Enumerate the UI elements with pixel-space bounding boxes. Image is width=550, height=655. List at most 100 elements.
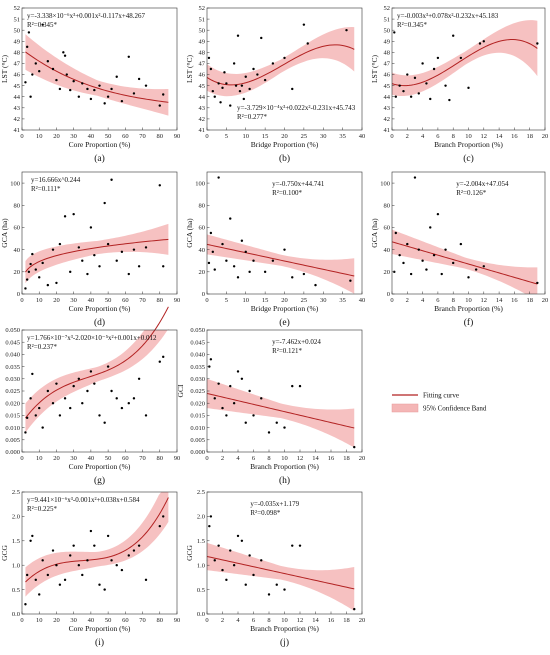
data-point — [62, 51, 65, 54]
x-tick-label: 20 — [53, 297, 60, 304]
r-squared-label: R²=0.345* — [27, 21, 57, 29]
data-point — [41, 426, 44, 429]
y-tick-label: 0 — [17, 291, 20, 298]
data-point — [29, 262, 32, 266]
data-point — [275, 421, 278, 424]
y-tick-label: 46 — [199, 72, 206, 79]
data-point — [63, 54, 67, 57]
y-tick-label: 0.010 — [190, 425, 205, 432]
data-point — [252, 67, 255, 71]
panel-g: 0 10 20 30 40 50 60 70 80 90 0.000 0.005 0.010 0.015 0… — [5, 306, 180, 486]
panel-label: (i) — [95, 637, 104, 648]
x-tick-label: 0 — [205, 297, 208, 304]
data-point — [81, 402, 84, 405]
data-point — [349, 279, 352, 282]
fitting-curve — [25, 51, 169, 103]
data-point — [106, 534, 110, 538]
data-point — [429, 97, 432, 101]
x-tick-label: 60 — [122, 133, 129, 140]
data-point — [72, 384, 75, 388]
data-point — [459, 56, 463, 60]
data-point — [467, 86, 470, 90]
data-point — [127, 402, 130, 405]
data-point — [58, 242, 62, 246]
data-point — [34, 268, 37, 271]
x-tick-label: 18 — [343, 455, 350, 462]
data-point — [103, 421, 106, 424]
data-point — [132, 92, 136, 95]
y-axis-label: GCA (ha) — [370, 218, 379, 248]
x-axis-label: Bridge Proportion (%) — [251, 304, 319, 313]
data-point — [77, 564, 81, 567]
data-point — [34, 62, 37, 65]
x-tick-label: 25 — [301, 297, 308, 304]
x-tick-label: 40 — [88, 133, 95, 140]
x-tick-label: 6 — [252, 617, 256, 624]
y-tick-label: 43 — [384, 105, 391, 112]
data-point — [213, 397, 216, 400]
data-point — [31, 252, 34, 256]
y-tick-label: 46 — [14, 72, 21, 79]
data-point — [120, 568, 124, 572]
data-point — [25, 45, 29, 49]
plot-frame — [21, 7, 178, 131]
x-tick-label: 80 — [157, 617, 164, 624]
data-point — [248, 87, 251, 91]
x-tick-label: 10 — [465, 133, 472, 140]
data-point — [46, 573, 50, 577]
data-point — [137, 544, 141, 547]
data-point — [127, 272, 130, 276]
panel-label: (g) — [94, 475, 105, 486]
x-tick-label: 10 — [281, 455, 288, 462]
data-point — [482, 265, 485, 268]
data-point — [144, 414, 148, 417]
data-point — [137, 377, 141, 380]
legend-band-label: 95% Confidence Band — [423, 405, 487, 413]
data-point — [86, 272, 89, 276]
x-tick-label: 2 — [221, 617, 224, 624]
data-point — [58, 583, 62, 586]
data-point — [536, 281, 539, 285]
x-tick-label: 0 — [205, 617, 208, 624]
data-point — [232, 564, 236, 567]
data-point — [65, 73, 68, 76]
r-squared-label: R²=0.237* — [27, 343, 57, 351]
fitting-curve — [25, 497, 169, 583]
y-tick-label: 49 — [384, 38, 391, 45]
x-tick-label: 50 — [105, 455, 112, 462]
confidence-band — [207, 27, 355, 97]
data-point — [229, 384, 232, 388]
y-tick-label: 44 — [199, 94, 206, 101]
data-point — [132, 549, 136, 552]
data-point — [394, 231, 398, 235]
data-point — [421, 62, 424, 65]
data-point — [58, 87, 62, 91]
data-point — [120, 250, 124, 254]
x-tick-label: 14 — [496, 297, 503, 304]
x-tick-label: 30 — [70, 297, 77, 304]
data-point — [110, 178, 113, 181]
y-tick-label: 0.005 — [5, 437, 20, 444]
x-axis-label: Core Proportion (%) — [69, 140, 131, 149]
x-tick-label: 6 — [436, 133, 440, 140]
x-tick-label: 90 — [174, 133, 181, 140]
data-point — [158, 360, 161, 363]
x-tick-label: 12 — [481, 133, 488, 140]
data-point — [236, 370, 240, 373]
data-point — [110, 87, 113, 91]
y-axis-label: LST (°C) — [370, 54, 379, 83]
x-tick-label: 10 — [243, 133, 250, 140]
y-tick-label: 46 — [384, 72, 391, 79]
y-tick-label: 80 — [199, 202, 206, 209]
y-tick-label: 100 — [380, 180, 390, 187]
data-point — [93, 544, 96, 547]
legend-band-swatch — [391, 403, 419, 413]
y-tick-label: 0.5 — [12, 587, 20, 594]
x-tick-label: 18 — [526, 133, 533, 140]
data-point — [51, 67, 55, 71]
y-tick-label: 42 — [14, 116, 21, 123]
data-point — [291, 87, 294, 91]
x-tick-label: 6 — [252, 455, 256, 462]
r-squared-label: R²=0.121* — [272, 347, 302, 355]
data-point — [436, 212, 440, 216]
